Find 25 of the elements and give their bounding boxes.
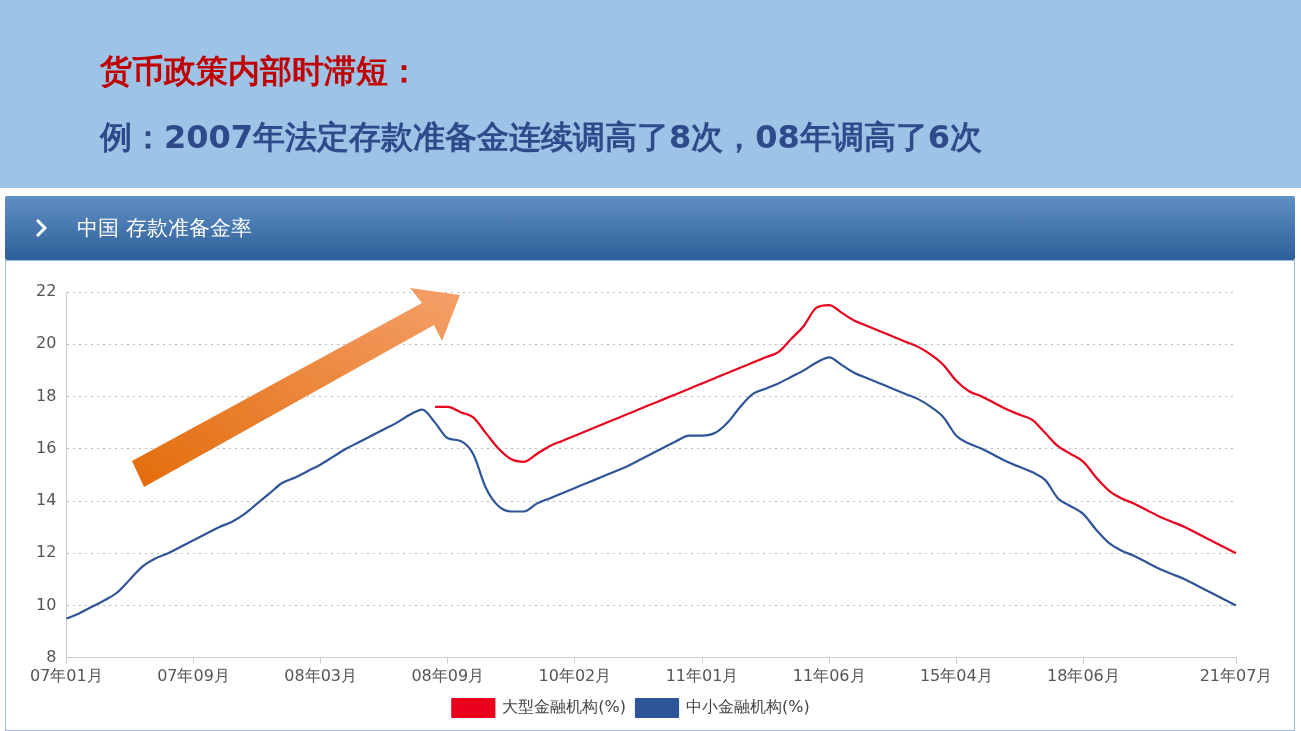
- x-tick-label: 15年04月: [919, 665, 993, 685]
- chart-subtitle: 例：2007年法定存款准备金连续调高了8次，08年调高了6次: [100, 117, 983, 158]
- y-tick-label: 8: [46, 646, 57, 666]
- line-series: [433, 303, 1238, 555]
- y-tick-label: 10: [36, 594, 57, 614]
- y-tick-label: 20: [36, 333, 57, 353]
- x-tick-label: 08年03月: [284, 665, 357, 685]
- x-tick-label: 07年01月: [30, 665, 103, 685]
- text: 中国 存款准备金率: [77, 215, 252, 242]
- x-tick-label: 21年07月: [1199, 665, 1273, 685]
- y-tick-label: 16: [36, 437, 57, 457]
- x-tick-label: 11年01月: [665, 665, 739, 685]
- y-tick-label: 12: [36, 542, 57, 562]
- x-tick-label: 08年09月: [411, 665, 485, 685]
- line-series: [65, 356, 1238, 620]
- y-tick-label: 14: [36, 490, 57, 510]
- x-tick-label: 10年02月: [538, 665, 612, 685]
- y-tick-label: 22: [36, 281, 57, 301]
- x-tick-label: 07年09月: [157, 665, 230, 685]
- x-tick-label: 11年06月: [792, 665, 866, 685]
- chart-title: 货币政策内部时滞短：: [100, 51, 420, 92]
- legend-label: 大型金融机构(%): [502, 697, 626, 717]
- legend-label: 中小金融机构(%): [686, 697, 810, 717]
- y-tick-label: 18: [36, 385, 57, 405]
- x-tick-label: 18年06月: [1047, 665, 1120, 685]
